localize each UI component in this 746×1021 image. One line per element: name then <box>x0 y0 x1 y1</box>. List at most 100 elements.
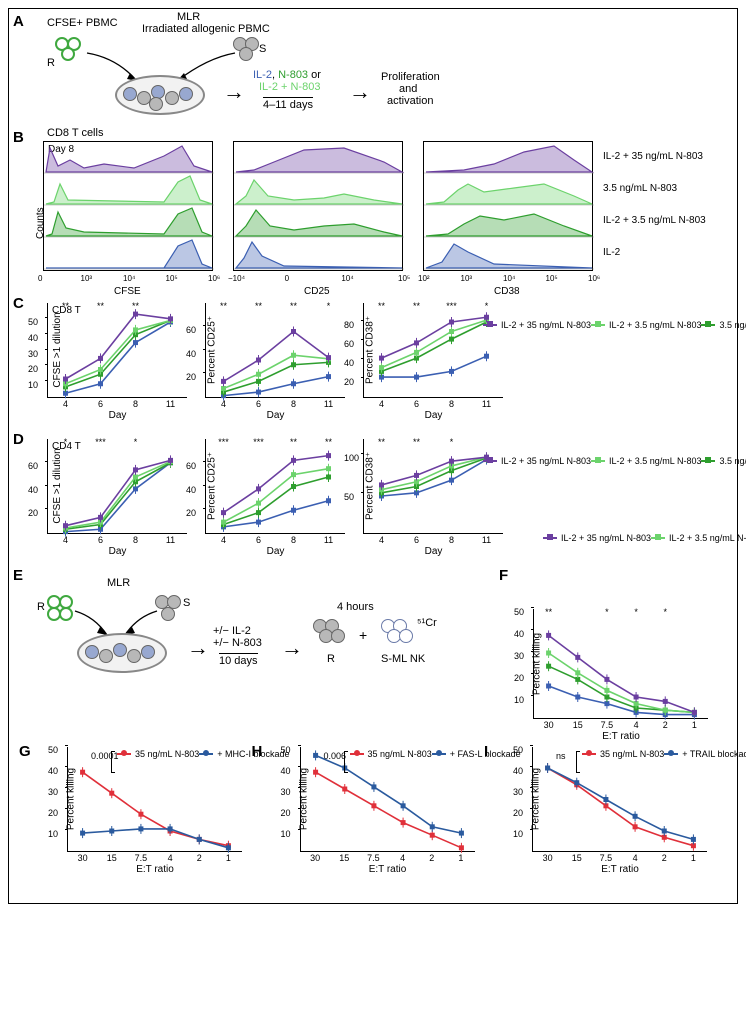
axis-tick: 10⁵ <box>166 274 178 283</box>
panel-I: I30157.54211020304050Percent killingE:T … <box>502 743 727 893</box>
axis-tick: 10⁵ <box>546 274 558 283</box>
axis-tick: 20 <box>28 508 38 518</box>
line-chart: 468111020304050CFSE >1 dilutionDayCD8 T*… <box>47 303 187 398</box>
significance-star: ** <box>545 607 552 617</box>
out3: activation <box>387 95 433 107</box>
significance-star: ** <box>132 301 139 311</box>
panel-H-label: H <box>252 743 263 760</box>
line-chart: 30157.54211020304050Percent killingE:T r… <box>67 747 242 852</box>
significance-star: ** <box>325 437 332 447</box>
axis-tick: 40 <box>186 485 196 495</box>
legend-item: + TRAIL blockade <box>664 749 746 759</box>
axis-tick: 40 <box>281 766 291 776</box>
axis-tick: 4 <box>63 399 68 409</box>
x-axis-label: E:T ratio <box>601 864 639 875</box>
axis-tick: 30 <box>544 720 554 730</box>
axis-tick: 11 <box>166 535 175 545</box>
axis-tick: 30 <box>48 787 58 797</box>
axis-tick: 7.5 <box>600 853 613 863</box>
treat-line2: IL-2 + N-803 <box>259 81 320 93</box>
p-value: 0.006 <box>324 751 347 761</box>
axis-tick: 50 <box>281 745 291 755</box>
axis-tick: 50 <box>513 745 523 755</box>
significance-star: ** <box>378 301 385 311</box>
nk-label: S-ML NK <box>381 653 425 665</box>
axis-tick: 7.5 <box>135 853 148 863</box>
petri-dish-icon <box>115 75 205 115</box>
axis-tick: 20 <box>513 808 523 818</box>
e-l2: +/− N-803 <box>213 637 262 649</box>
axis-tick: 15 <box>572 853 582 863</box>
panel-C-label: C <box>13 295 24 312</box>
axis-tick: 11 <box>166 399 175 409</box>
x-axis-label: Day <box>267 546 285 557</box>
axis-tick: 6 <box>414 399 419 409</box>
legend-item: IL-2 + 3.5 ng/mL N-803 <box>591 320 701 330</box>
legend-item: 3.5 ng/mL N-803 <box>701 320 746 330</box>
R2-label: R <box>327 653 335 665</box>
axis-tick: 4 <box>634 720 639 730</box>
panel-F: F IL-2 + 35 ng/mL N-803IL-2 + 3.5 ng/mL … <box>499 567 729 727</box>
y-axis-label: Percent killing <box>298 768 309 830</box>
axis-tick: 50 <box>48 745 58 755</box>
axis-tick: 60 <box>186 325 196 335</box>
axis-tick: 6 <box>98 399 103 409</box>
legend-item: 35 ng/mL N-803 <box>350 749 432 759</box>
axis-tick: 50 <box>514 607 524 617</box>
legend-item: 3.5 ng/mL N-803 <box>701 456 746 466</box>
figure-container: A CFSE+ PBMC MLR Irradiated allogenic PB… <box>8 8 738 904</box>
legend-item: 35 ng/mL N-803 <box>582 749 664 759</box>
condition-label: IL-2 + 35 ng/mL N-803 <box>603 151 703 162</box>
x-axis-label: Day <box>425 546 443 557</box>
axis-tick: 40 <box>186 349 196 359</box>
axis-tick: 30 <box>514 651 524 661</box>
e-l1: +/− IL-2 <box>213 625 251 637</box>
axis-tick: 0 <box>285 274 289 283</box>
significance-star: * <box>485 301 489 311</box>
line-chart: 30157.54211020304050Percent killingE:T r… <box>533 609 708 719</box>
axis-tick: 4 <box>400 853 405 863</box>
e-l3: 10 days <box>219 653 258 667</box>
r-cluster-icon <box>313 619 327 636</box>
p-value: 0.0001 <box>91 751 119 761</box>
x-axis-label: Day <box>425 410 443 421</box>
axis-tick: 11 <box>324 399 333 409</box>
axis-tick: 10⁴ <box>341 274 353 283</box>
axis-tick: 30 <box>543 853 553 863</box>
axis-tick: 4 <box>633 853 638 863</box>
axis-tick: 4 <box>168 853 173 863</box>
x-axis-label: E:T ratio <box>136 864 174 875</box>
line-chart: 46811204060CFSE >1 dilutionDayCD4 T***** <box>47 439 187 534</box>
axis-tick: 11 <box>482 399 491 409</box>
legend-C: IL-2 + 35 ng/mL N-803IL-2 + 3.5 ng/mL N-… <box>483 320 746 332</box>
significance-star: * <box>327 301 331 311</box>
panel-B-label: B <box>13 129 24 146</box>
axis-tick: 10⁶ <box>208 274 220 283</box>
axis-tick: 4 <box>63 535 68 545</box>
panel-G: G30157.54211020304050Percent killingE:T … <box>37 743 262 893</box>
y-axis-label: Percent killing <box>66 768 77 830</box>
axis-tick: 10² <box>418 274 430 283</box>
condition-label: IL-2 + 3.5 ng/mL N-803 <box>603 215 706 226</box>
line-chart: 30157.54211020304050Percent killingE:T r… <box>532 747 707 852</box>
condition-label: 3.5 ng/mL N-803 <box>603 183 677 194</box>
y-axis-label: Percent CD38⁺ <box>365 316 376 384</box>
axis-tick: 60 <box>344 339 354 349</box>
panel-E-schematic: MLR R S → +/− IL-2 +/− N-803 10 days → 4… <box>37 577 497 687</box>
hrs: 4 hours <box>337 601 374 613</box>
axis-tick: 1 <box>458 853 463 863</box>
panel-H: H30157.54211020304050Percent killingE:T … <box>270 743 495 893</box>
significance-star: ** <box>97 301 104 311</box>
significance-star: ** <box>290 437 297 447</box>
panel-A: A CFSE+ PBMC MLR Irradiated allogenic PB… <box>13 13 733 123</box>
panel-E-label: E <box>13 567 23 584</box>
axis-tick: 40 <box>48 766 58 776</box>
legend-item: IL-2 + 35 ng/mL N-803 <box>483 456 591 466</box>
legend-item: IL-2 + 3.5 ng/mL N-803 <box>651 533 746 543</box>
axis-tick: 1 <box>226 853 231 863</box>
axis-tick: 10⁴ <box>123 274 135 283</box>
axis-tick: 20 <box>186 508 196 518</box>
axis-tick: 6 <box>256 535 261 545</box>
significance-star: * <box>450 437 454 447</box>
axis-tick: 2 <box>197 853 202 863</box>
